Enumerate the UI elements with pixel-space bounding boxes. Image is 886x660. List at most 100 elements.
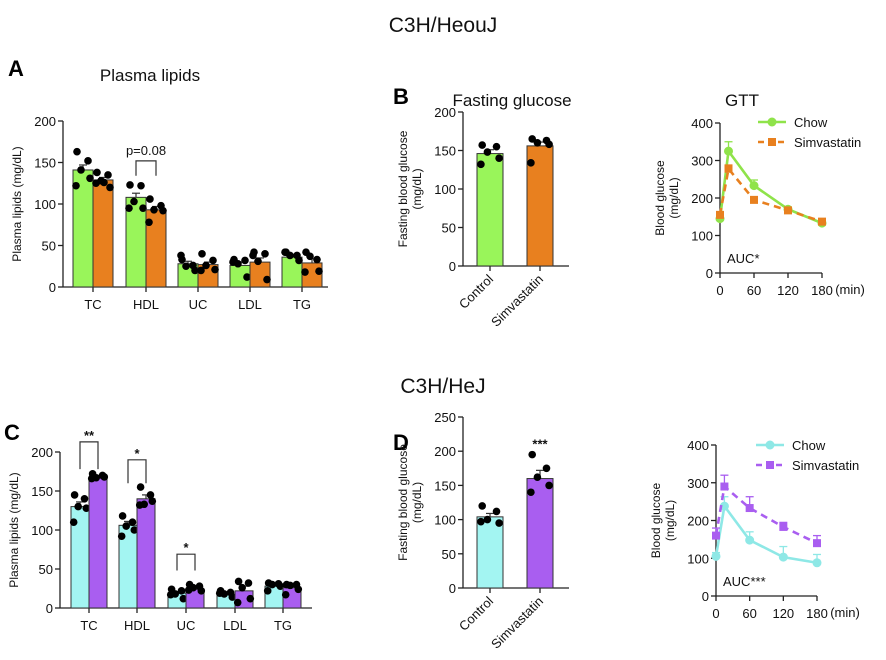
- data-point: [198, 250, 206, 258]
- significance-bracket: [127, 459, 147, 484]
- data-point: [495, 154, 503, 162]
- data-point: [87, 474, 96, 483]
- panel-label-a: A: [8, 56, 24, 81]
- legend-label: Chow: [792, 438, 826, 453]
- y-tick-label: 200: [434, 105, 456, 120]
- y-tick-label: 150: [34, 156, 56, 171]
- panel-label-d: D: [393, 430, 409, 455]
- x-tick-label: 120: [772, 606, 794, 621]
- line-marker: [724, 146, 733, 156]
- significance-bracket: [135, 160, 157, 176]
- data-point: [478, 141, 487, 149]
- data-point: [492, 142, 501, 151]
- data-point: [261, 250, 269, 258]
- data-point: [477, 160, 485, 169]
- y-axis-title: Fasting blood glucose: [396, 444, 410, 561]
- data-point: [276, 582, 285, 590]
- data-point: [73, 147, 81, 156]
- line-marker: [778, 552, 788, 562]
- data-point: [234, 577, 243, 586]
- y-tick-label: 100: [434, 513, 456, 528]
- x-tick-label: UC: [189, 297, 208, 312]
- data-point: [528, 135, 536, 143]
- x-tick-label: TC: [80, 618, 97, 633]
- data-point: [177, 251, 185, 260]
- x-tick-label: 0: [712, 606, 719, 621]
- data-point: [179, 594, 188, 603]
- y-axis-title: (mg/dL): [663, 500, 677, 541]
- y-tick-label: 300: [687, 476, 709, 491]
- x-tick-label: Simvastatin: [488, 594, 546, 652]
- data-point: [228, 593, 237, 601]
- y-axis-title: (mg/dL): [410, 482, 424, 523]
- x-tick-label: 0: [716, 283, 723, 298]
- y-tick-label: 100: [691, 229, 713, 244]
- y-tick-label: 400: [691, 116, 713, 131]
- panel-title-gtt: GTT: [725, 91, 759, 110]
- y-tick-label: 200: [31, 445, 53, 460]
- x-tick-label: TC: [84, 297, 101, 312]
- data-point: [84, 157, 92, 165]
- y-tick-label: 300: [691, 154, 713, 169]
- series-line: [718, 147, 823, 225]
- data-point: [86, 174, 94, 183]
- x-tick-label: 180: [811, 283, 833, 298]
- line-marker: [724, 164, 733, 173]
- x-tick-label: 120: [777, 283, 799, 298]
- data-point: [281, 590, 290, 599]
- y-axis-title: Blood glucose: [649, 482, 663, 558]
- y-tick-label: 0: [702, 589, 709, 604]
- bar: [136, 498, 156, 609]
- data-point: [241, 256, 249, 265]
- data-point: [243, 273, 251, 281]
- x-tick-label: UC: [177, 618, 196, 633]
- y-tick-label: 200: [434, 444, 456, 459]
- data-point: [72, 181, 80, 190]
- y-tick-label: 0: [449, 581, 456, 596]
- data-point: [301, 268, 309, 276]
- legend-label: Chow: [794, 115, 828, 130]
- y-axis-title: Plasma lipids (mg/dL): [7, 472, 21, 587]
- x-tick-label: LDL: [223, 618, 247, 633]
- line-marker: [749, 181, 759, 191]
- data-point: [244, 579, 253, 587]
- data-point: [104, 171, 112, 179]
- data-point: [146, 195, 154, 203]
- data-point: [545, 140, 553, 149]
- significance-label: p=0.08: [126, 143, 166, 158]
- data-point: [139, 204, 147, 212]
- data-point: [177, 587, 186, 595]
- x-tick-label: Control: [456, 593, 496, 633]
- line-marker: [745, 535, 755, 545]
- data-point: [74, 502, 82, 511]
- data-point: [100, 473, 109, 481]
- x-tick-label: HDL: [133, 297, 159, 312]
- auc-annotation: AUC*: [727, 251, 760, 266]
- legend-marker: [767, 117, 777, 127]
- data-point: [483, 515, 492, 524]
- data-point: [211, 265, 219, 274]
- legend-label: Simvastatin: [794, 135, 861, 150]
- data-point: [150, 206, 158, 214]
- data-point: [294, 585, 303, 594]
- y-axis-title: (mg/dL): [410, 168, 424, 209]
- data-point: [263, 275, 271, 284]
- data-point: [202, 261, 210, 270]
- line-marker: [813, 539, 821, 548]
- data-point: [69, 518, 78, 526]
- y-axis-title: Blood glucose: [653, 160, 667, 236]
- data-point: [128, 518, 137, 526]
- panel-title-b: Fasting glucose: [452, 91, 571, 110]
- data-point: [184, 586, 193, 594]
- data-point: [118, 512, 127, 520]
- data-point: [130, 526, 139, 534]
- y-tick-label: 100: [434, 182, 456, 197]
- data-point: [477, 517, 485, 526]
- series-line: [714, 502, 818, 565]
- data-point: [146, 491, 155, 499]
- data-point: [215, 589, 224, 597]
- x-tick-label: Control: [456, 271, 496, 311]
- significance-bracket: [79, 441, 99, 470]
- data-point: [528, 450, 536, 459]
